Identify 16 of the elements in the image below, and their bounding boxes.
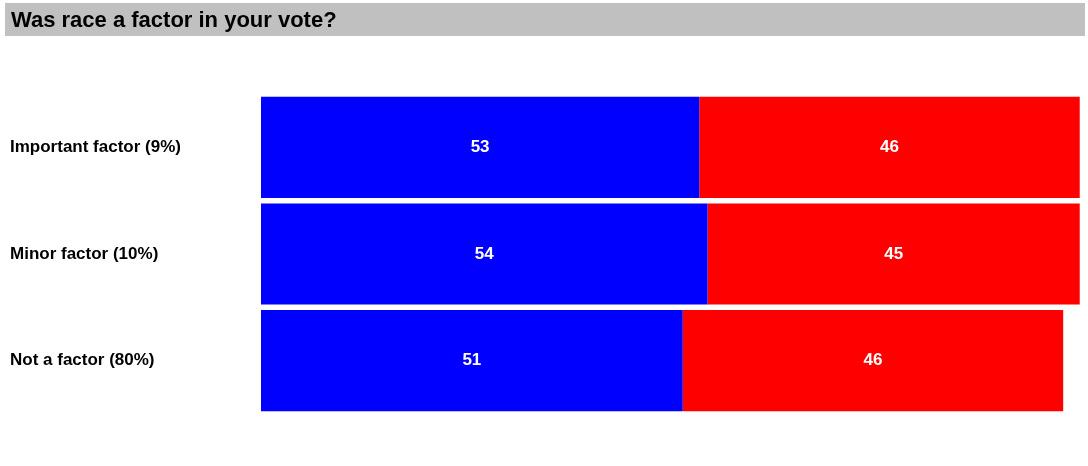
y-tick-label: Important factor (9%): [10, 137, 181, 157]
data-label: 46: [863, 350, 883, 370]
data-label: 53: [470, 137, 490, 157]
data-label: 46: [880, 137, 899, 157]
data-label: 54: [474, 243, 495, 263]
bar: [707, 203, 1080, 305]
bar: [260, 309, 683, 412]
bar: [260, 203, 708, 305]
y-tick-label: Not a factor (80%): [10, 350, 155, 370]
bar: [682, 309, 1064, 412]
data-label: 45: [884, 243, 904, 263]
bar: [699, 96, 1080, 199]
data-label: 51: [462, 350, 482, 370]
y-tick-label: Minor factor (10%): [10, 243, 159, 263]
chart-title: Was race a factor in your vote?: [5, 3, 1085, 36]
bar: [260, 96, 700, 199]
